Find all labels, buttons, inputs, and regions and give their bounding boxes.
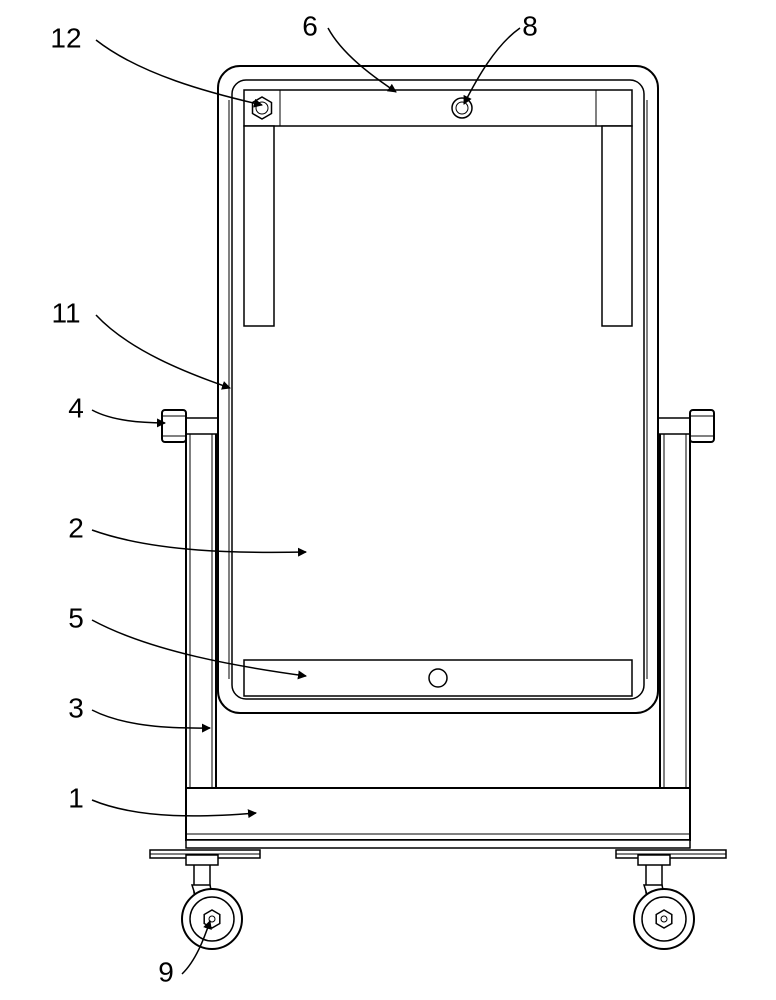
left-shaft xyxy=(186,418,218,434)
left-pivot-block xyxy=(162,410,186,442)
label-4: 4 xyxy=(68,392,84,423)
label-6: 6 xyxy=(302,10,318,41)
label-9: 9 xyxy=(158,956,174,987)
base-block xyxy=(186,788,690,840)
bottom-circle xyxy=(429,669,447,687)
left-inner-panel xyxy=(244,126,274,326)
hex-bolt xyxy=(253,97,272,119)
label-2: 2 xyxy=(68,512,84,543)
label-12: 12 xyxy=(50,22,81,53)
inner-frame xyxy=(232,80,644,699)
right-pivot-block xyxy=(690,410,714,442)
top-bar xyxy=(244,90,632,126)
label-11: 11 xyxy=(51,297,80,328)
top-circle xyxy=(452,98,472,118)
leader-4 xyxy=(92,410,165,423)
drawing-layer xyxy=(150,66,726,949)
label-3: 3 xyxy=(68,692,84,723)
label-5: 5 xyxy=(68,602,84,633)
right-inner-panel xyxy=(602,126,632,326)
right-shaft xyxy=(658,418,690,434)
leader-11 xyxy=(96,315,230,388)
technical-diagram: 12 6 8 11 4 2 5 3 1 9 xyxy=(0,0,776,1000)
label-1: 1 xyxy=(68,782,84,813)
label-8: 8 xyxy=(522,10,538,41)
base-thin xyxy=(186,840,690,848)
